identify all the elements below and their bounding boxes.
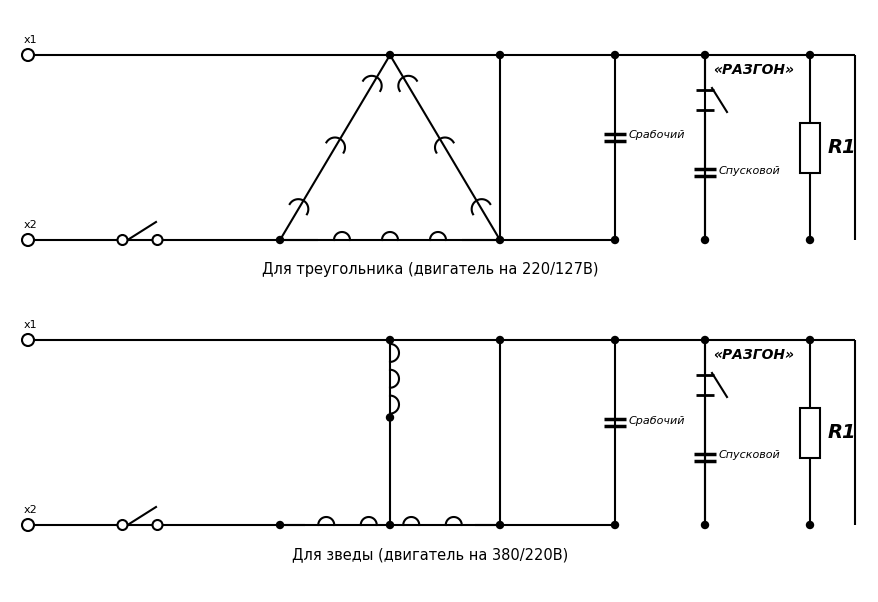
- Circle shape: [611, 521, 618, 529]
- Circle shape: [496, 237, 503, 243]
- Circle shape: [496, 52, 503, 58]
- Circle shape: [701, 337, 708, 344]
- Circle shape: [386, 414, 393, 421]
- Circle shape: [22, 334, 34, 346]
- Circle shape: [118, 235, 127, 245]
- Text: Срабочий: Срабочий: [629, 415, 685, 426]
- Circle shape: [806, 52, 812, 58]
- Circle shape: [22, 519, 34, 531]
- Circle shape: [806, 521, 812, 529]
- Circle shape: [152, 520, 162, 530]
- Circle shape: [701, 521, 708, 529]
- Circle shape: [701, 52, 708, 58]
- Circle shape: [22, 49, 34, 61]
- Text: Для треугольника (двигатель на 220/127В): Для треугольника (двигатель на 220/127В): [262, 262, 598, 277]
- Bar: [799, 408, 819, 458]
- Circle shape: [806, 237, 812, 243]
- Text: x2: x2: [24, 505, 38, 515]
- Circle shape: [22, 234, 34, 246]
- Circle shape: [611, 52, 618, 58]
- Text: R1: R1: [827, 138, 856, 157]
- Circle shape: [386, 521, 393, 529]
- Circle shape: [277, 237, 284, 243]
- Text: Для зведы (двигатель на 380/220В): Для зведы (двигатель на 380/220В): [291, 547, 567, 562]
- Text: x1: x1: [24, 35, 38, 45]
- Circle shape: [386, 52, 393, 58]
- Text: «РАЗГОН»: «РАЗГОН»: [712, 348, 793, 362]
- Text: Срабочий: Срабочий: [629, 131, 685, 140]
- Circle shape: [496, 337, 503, 344]
- Circle shape: [611, 237, 618, 243]
- Circle shape: [496, 521, 503, 529]
- Circle shape: [701, 237, 708, 243]
- Text: R1: R1: [827, 423, 856, 442]
- Text: Спусковой: Спусковой: [718, 166, 780, 176]
- Text: x2: x2: [24, 220, 38, 230]
- Circle shape: [152, 235, 162, 245]
- Text: x1: x1: [24, 320, 38, 330]
- Circle shape: [806, 337, 812, 344]
- Circle shape: [611, 337, 618, 344]
- Text: «РАЗГОН»: «РАЗГОН»: [712, 63, 793, 77]
- Circle shape: [118, 520, 127, 530]
- Bar: [799, 122, 819, 173]
- Circle shape: [277, 521, 284, 529]
- Text: Спусковой: Спусковой: [718, 450, 780, 461]
- Circle shape: [386, 337, 393, 344]
